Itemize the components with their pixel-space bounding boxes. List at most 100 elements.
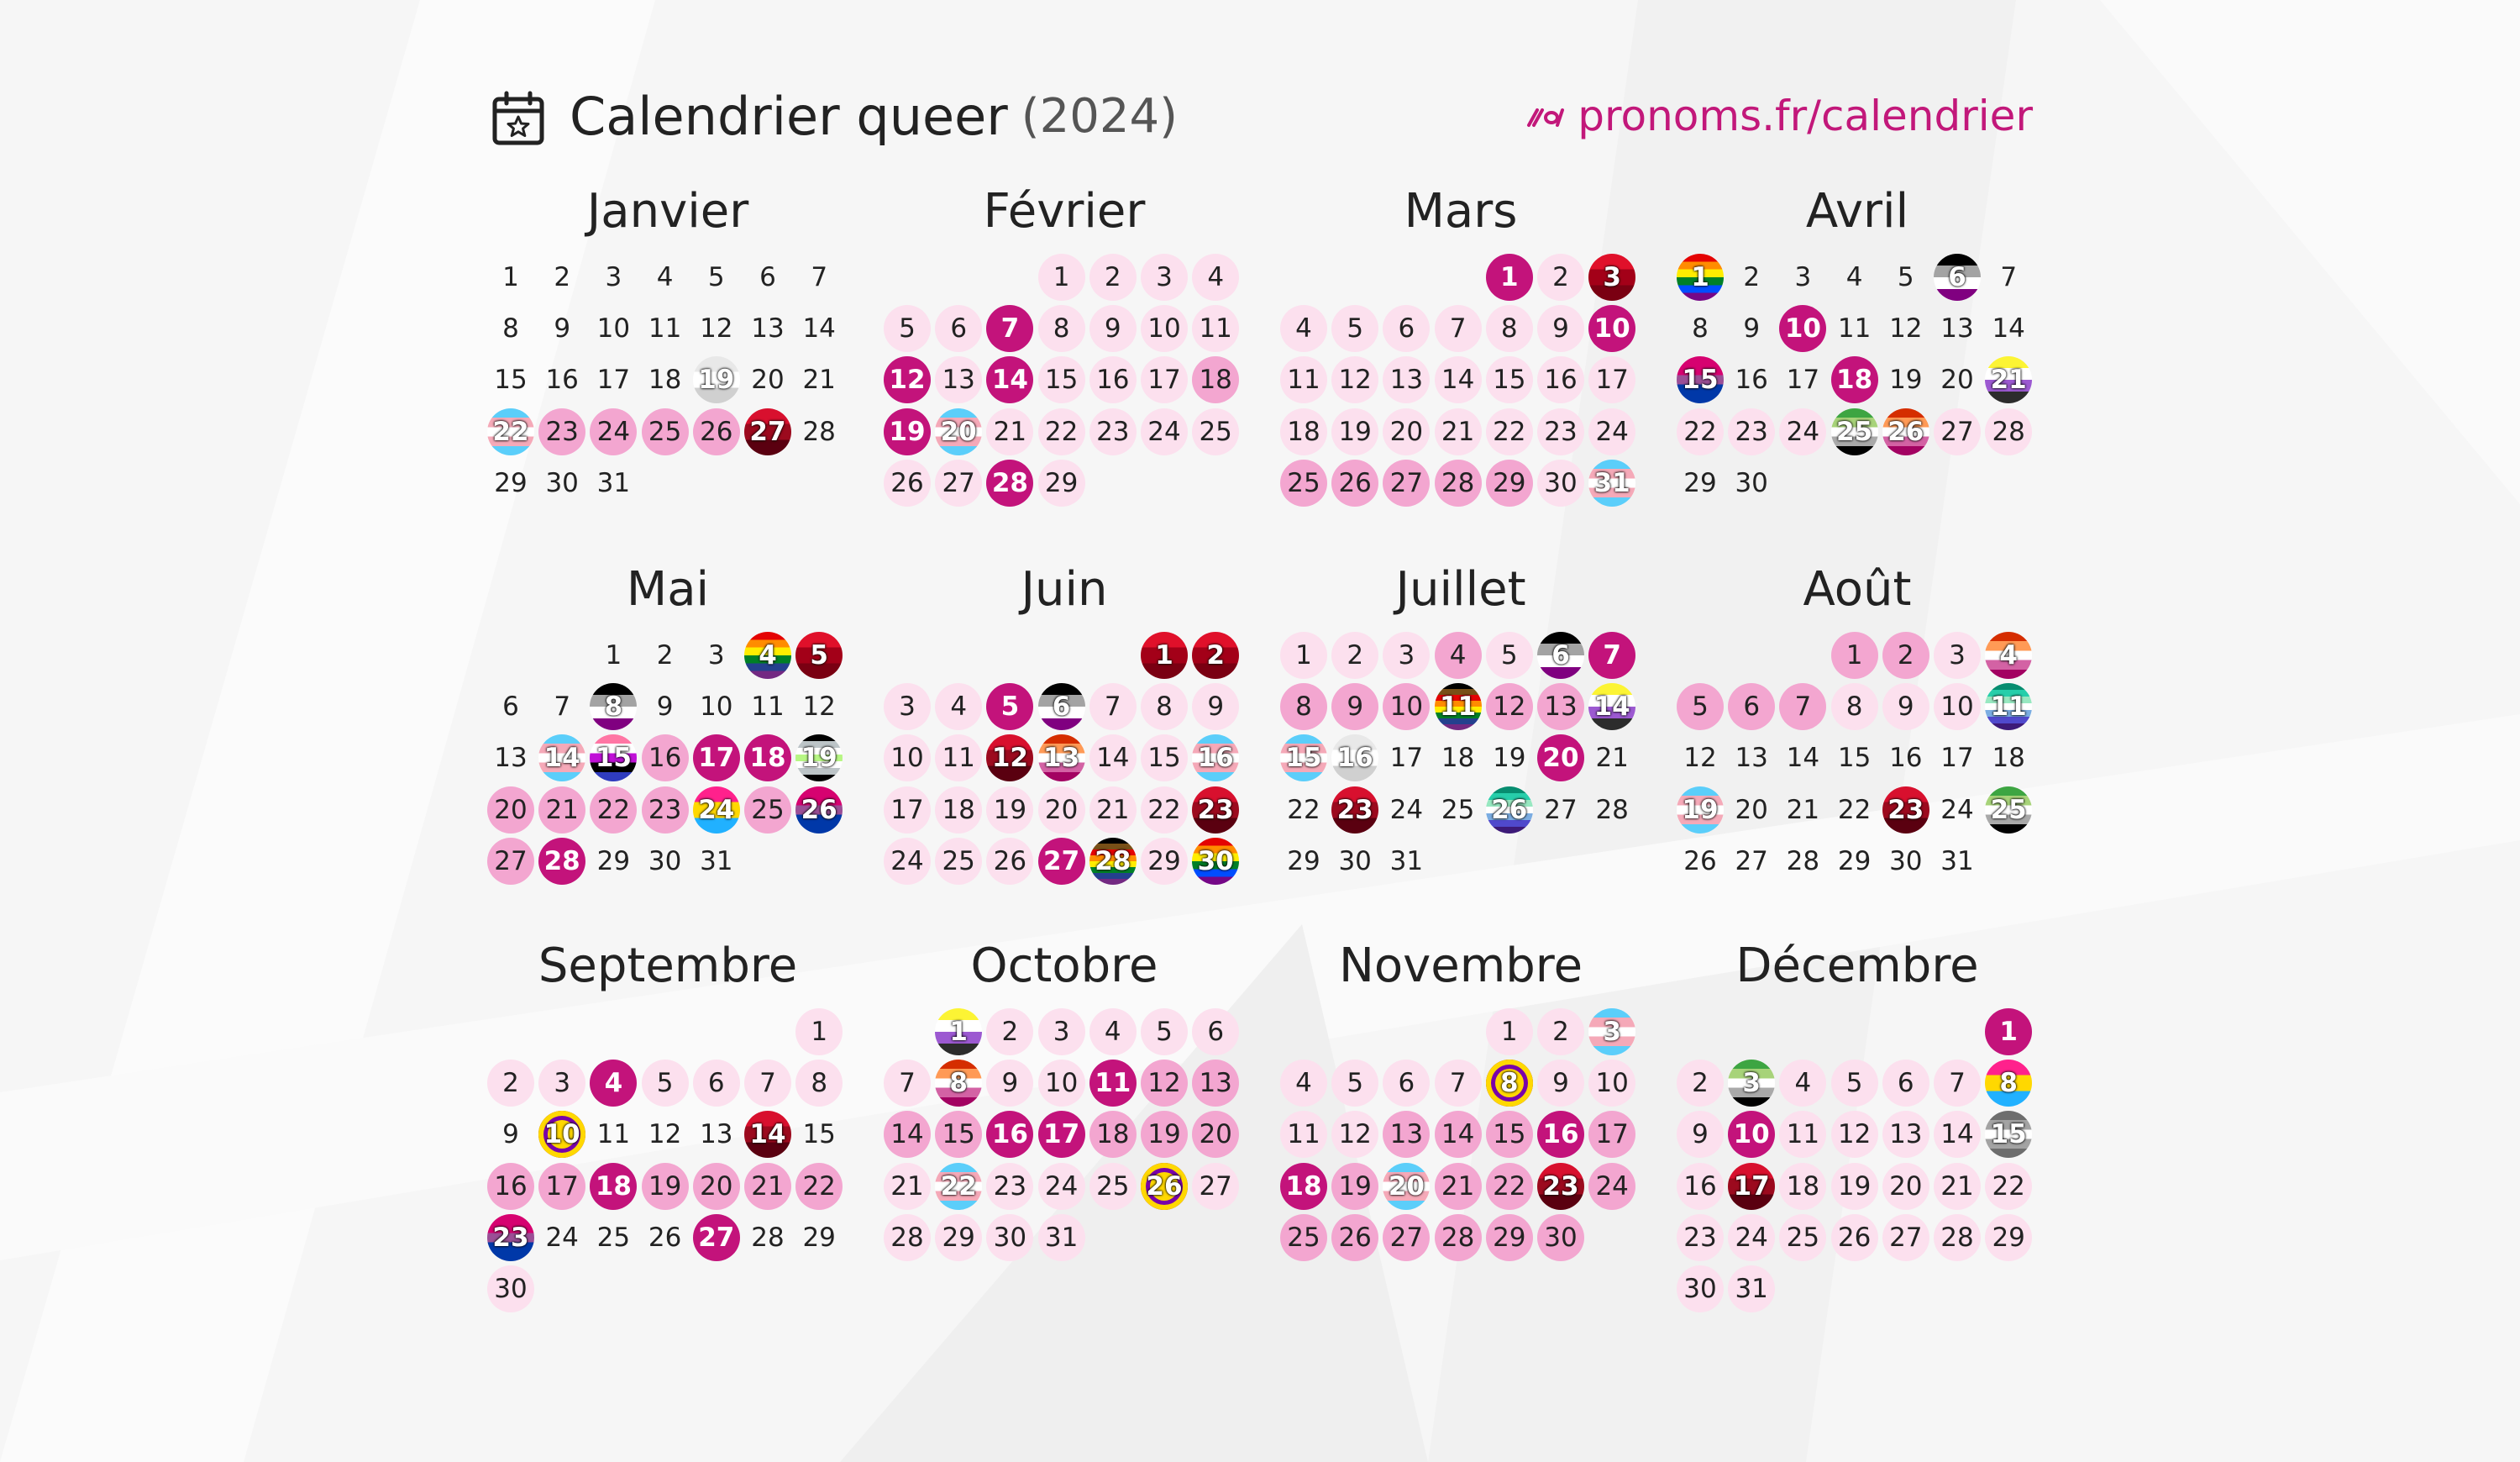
- day-cell[interactable]: 23: [1192, 786, 1240, 834]
- day-cell[interactable]: 8: [1485, 1060, 1533, 1107]
- day-cell[interactable]: 12: [1485, 683, 1533, 731]
- day-cell[interactable]: 14: [1588, 683, 1636, 731]
- day-cell[interactable]: 21: [538, 786, 586, 834]
- day-cell[interactable]: 14: [802, 313, 836, 344]
- day-cell[interactable]: 15: [1985, 1111, 2033, 1159]
- day-cell[interactable]: 15: [1485, 1111, 1533, 1159]
- day-cell[interactable]: 12: [1331, 1111, 1379, 1159]
- day-cell[interactable]: 10: [1383, 683, 1431, 731]
- day-cell[interactable]: 3: [1588, 1008, 1636, 1055]
- day-cell[interactable]: 5: [1897, 262, 1914, 292]
- day-cell[interactable]: 19: [1493, 743, 1526, 774]
- day-cell[interactable]: 1: [605, 640, 622, 671]
- day-cell[interactable]: 12: [802, 692, 836, 723]
- day-cell[interactable]: 11: [1434, 683, 1482, 731]
- day-cell[interactable]: 27: [487, 837, 534, 885]
- day-cell[interactable]: 18: [1441, 743, 1475, 774]
- day-cell[interactable]: 16: [1735, 365, 1768, 396]
- day-cell[interactable]: 7: [1934, 1060, 1981, 1107]
- day-cell[interactable]: 27: [744, 408, 791, 455]
- day-cell[interactable]: 20: [692, 1162, 740, 1210]
- day-cell[interactable]: 7: [811, 262, 828, 292]
- day-cell[interactable]: 22: [1485, 1162, 1533, 1210]
- day-cell[interactable]: 27: [935, 459, 983, 507]
- day-cell[interactable]: 14: [744, 1111, 791, 1159]
- day-cell[interactable]: 11: [1192, 305, 1240, 353]
- day-cell[interactable]: 27: [1934, 408, 1981, 455]
- day-cell[interactable]: 2: [554, 262, 571, 292]
- day-cell[interactable]: 5: [795, 632, 843, 679]
- day-cell[interactable]: 25: [1985, 786, 2033, 834]
- day-cell[interactable]: 26: [1882, 408, 1929, 455]
- day-cell[interactable]: 30: [487, 1265, 534, 1312]
- day-cell[interactable]: 30: [1338, 845, 1372, 876]
- day-cell[interactable]: 1: [502, 262, 519, 292]
- day-cell[interactable]: 23: [538, 408, 586, 455]
- day-cell[interactable]: 28: [751, 1222, 785, 1253]
- day-cell[interactable]: 9: [1537, 305, 1584, 353]
- day-cell[interactable]: 30: [986, 1213, 1034, 1261]
- day-cell[interactable]: 16: [986, 1111, 1034, 1159]
- day-cell[interactable]: 21: [1786, 794, 1820, 825]
- day-cell[interactable]: 26: [1331, 459, 1379, 507]
- day-cell[interactable]: 21: [744, 1162, 791, 1210]
- day-cell[interactable]: 28: [884, 1213, 931, 1261]
- day-cell[interactable]: 6: [1934, 254, 1981, 301]
- day-cell[interactable]: 5: [1331, 305, 1379, 353]
- day-cell[interactable]: 8: [1037, 305, 1085, 353]
- day-cell[interactable]: 10: [1934, 683, 1981, 731]
- day-cell[interactable]: 1: [1485, 254, 1533, 301]
- day-cell[interactable]: 28: [986, 459, 1034, 507]
- day-cell[interactable]: 23: [641, 786, 689, 834]
- day-cell[interactable]: 28: [1934, 1213, 1981, 1261]
- day-cell[interactable]: 17: [1389, 743, 1424, 774]
- day-cell[interactable]: 3: [1794, 262, 1812, 292]
- day-cell[interactable]: 31: [1037, 1213, 1085, 1261]
- day-cell[interactable]: 22: [1677, 408, 1724, 455]
- day-cell[interactable]: 17: [538, 1162, 586, 1210]
- day-cell[interactable]: 23: [1537, 408, 1584, 455]
- day-cell[interactable]: 18: [648, 365, 682, 396]
- day-cell[interactable]: 18: [744, 734, 791, 782]
- day-cell[interactable]: 12: [1889, 313, 1923, 344]
- day-cell[interactable]: 27: [1882, 1213, 1929, 1261]
- day-cell[interactable]: 2: [1089, 254, 1137, 301]
- day-cell[interactable]: 19: [641, 1162, 689, 1210]
- day-cell[interactable]: 8: [1280, 683, 1327, 731]
- day-cell[interactable]: 9: [1192, 683, 1240, 731]
- day-cell[interactable]: 8: [1985, 1060, 2033, 1107]
- day-cell[interactable]: 9: [986, 1060, 1034, 1107]
- day-cell[interactable]: 14: [1992, 313, 2025, 344]
- day-cell[interactable]: 9: [1743, 313, 1761, 344]
- day-cell[interactable]: 6: [692, 1060, 740, 1107]
- day-cell[interactable]: 10: [1588, 1060, 1636, 1107]
- day-cell[interactable]: 3: [707, 640, 725, 671]
- day-cell[interactable]: 3: [538, 1060, 586, 1107]
- day-cell[interactable]: 20: [1383, 408, 1431, 455]
- day-cell[interactable]: 1: [1485, 1008, 1533, 1055]
- day-cell[interactable]: 23: [1882, 786, 1929, 834]
- day-cell[interactable]: 14: [986, 356, 1034, 404]
- day-cell[interactable]: 7: [1779, 683, 1827, 731]
- day-cell[interactable]: 19: [884, 408, 931, 455]
- day-cell[interactable]: 6: [502, 692, 519, 723]
- day-cell[interactable]: 25: [1779, 1213, 1827, 1261]
- day-cell[interactable]: 17: [1141, 356, 1188, 404]
- day-cell[interactable]: 28: [802, 416, 836, 447]
- day-cell[interactable]: 29: [1837, 845, 1872, 876]
- day-cell[interactable]: 31: [1389, 845, 1424, 876]
- day-cell[interactable]: 26: [692, 408, 740, 455]
- day-cell[interactable]: 2: [1677, 1060, 1724, 1107]
- day-cell[interactable]: 1: [1280, 632, 1327, 679]
- day-cell[interactable]: 1: [1037, 254, 1085, 301]
- day-cell[interactable]: 5: [1485, 632, 1533, 679]
- day-cell[interactable]: 18: [1280, 1162, 1327, 1210]
- day-cell[interactable]: 16: [1089, 356, 1137, 404]
- day-cell[interactable]: 24: [884, 837, 931, 885]
- day-cell[interactable]: 31: [1728, 1265, 1776, 1312]
- day-cell[interactable]: 19: [692, 356, 740, 404]
- day-cell[interactable]: 2: [1537, 1008, 1584, 1055]
- day-cell[interactable]: 12: [986, 734, 1034, 782]
- day-cell[interactable]: 25: [1192, 408, 1240, 455]
- day-cell[interactable]: 5: [986, 683, 1034, 731]
